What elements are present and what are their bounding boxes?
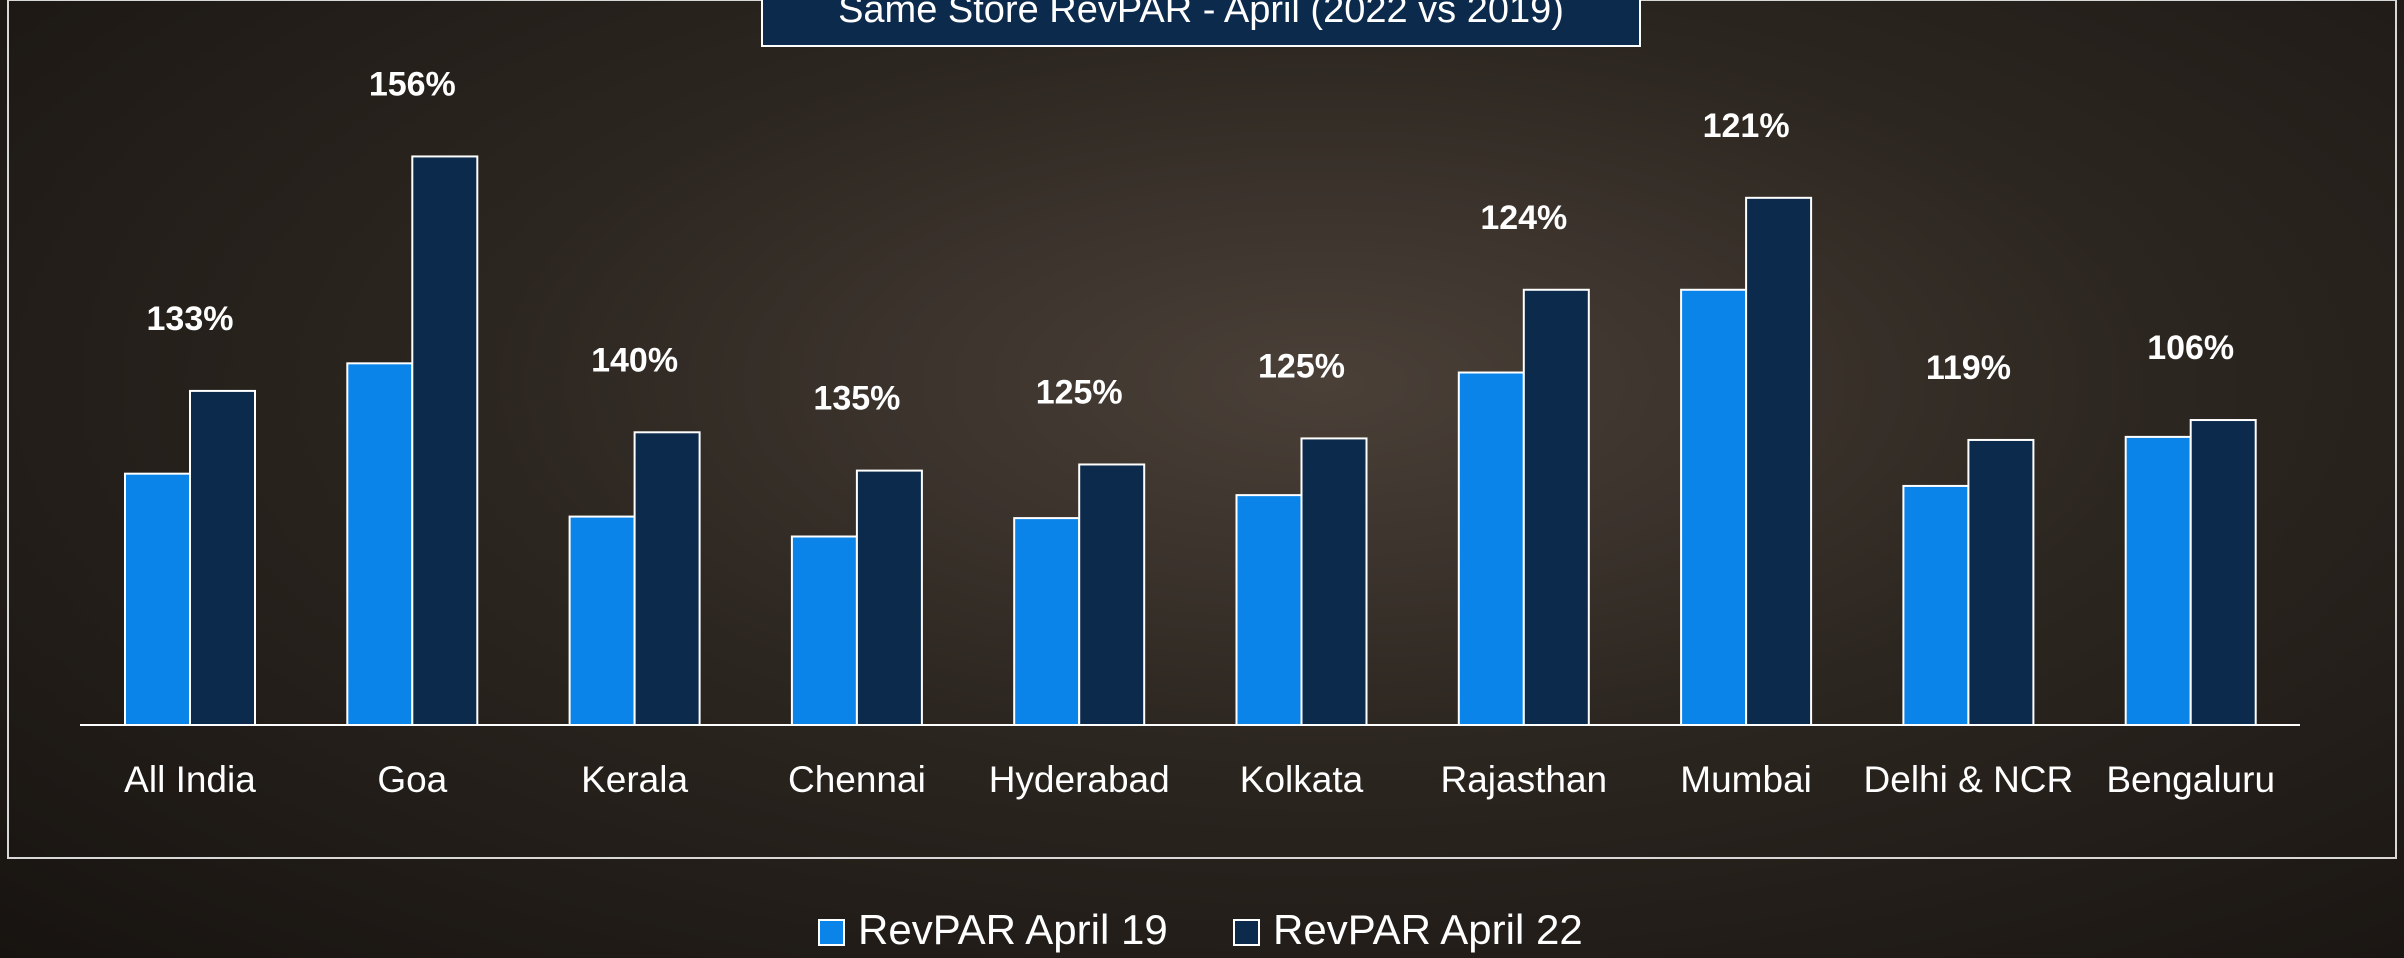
bar: [1681, 290, 1746, 725]
x-tick-label: Goa: [377, 759, 447, 800]
annotation: 125%: [1036, 373, 1123, 411]
annotation: 135%: [813, 380, 900, 418]
bar: [1746, 198, 1811, 725]
annotation: 156%: [369, 65, 456, 103]
bar: [1014, 518, 1079, 725]
x-tick-label: Mumbai: [1680, 759, 1812, 800]
annotation: 124%: [1480, 199, 1567, 237]
legend-swatch: [819, 920, 844, 945]
x-tick-label: Bengaluru: [2106, 759, 2275, 800]
bar: [570, 517, 635, 725]
bar: [1302, 438, 1367, 725]
bar: [792, 537, 857, 725]
x-tick-label: Kolkata: [1240, 759, 1364, 800]
bar: [2126, 437, 2191, 725]
bar: [635, 432, 700, 725]
x-tick-label: Delhi & NCR: [1864, 759, 2074, 800]
bar: [125, 474, 190, 725]
annotation: 121%: [1703, 107, 1790, 145]
bar: [1524, 290, 1589, 725]
legend-label: RevPAR April 19: [858, 906, 1168, 953]
annotation: 125%: [1258, 347, 1345, 385]
x-tick-label: Chennai: [788, 759, 926, 800]
bar: [412, 156, 477, 725]
x-tick-label: Kerala: [581, 759, 688, 800]
bar: [1079, 464, 1144, 725]
bar: [190, 391, 255, 725]
annotation: 106%: [2147, 329, 2234, 367]
bar: [1237, 495, 1302, 725]
annotation: 119%: [1926, 349, 2011, 387]
annotation: 133%: [147, 300, 234, 338]
bar: [2191, 420, 2256, 725]
x-tick-label: Rajasthan: [1440, 759, 1607, 800]
x-tick-label: All India: [124, 759, 256, 800]
chart-title: Same Store RevPAR - April (2022 vs 2019): [838, 0, 1564, 31]
chart: Same Store RevPAR - April (2022 vs 2019)…: [0, 0, 2404, 958]
legend-label: RevPAR April 22: [1273, 906, 1583, 953]
x-tick-label: Hyderabad: [989, 759, 1170, 800]
bar: [347, 363, 412, 725]
bar: [1968, 440, 2033, 725]
annotation: 140%: [591, 341, 678, 379]
bar: [857, 471, 922, 725]
bar: [1459, 373, 1524, 725]
legend-swatch: [1234, 920, 1259, 945]
bar: [1903, 486, 1968, 725]
